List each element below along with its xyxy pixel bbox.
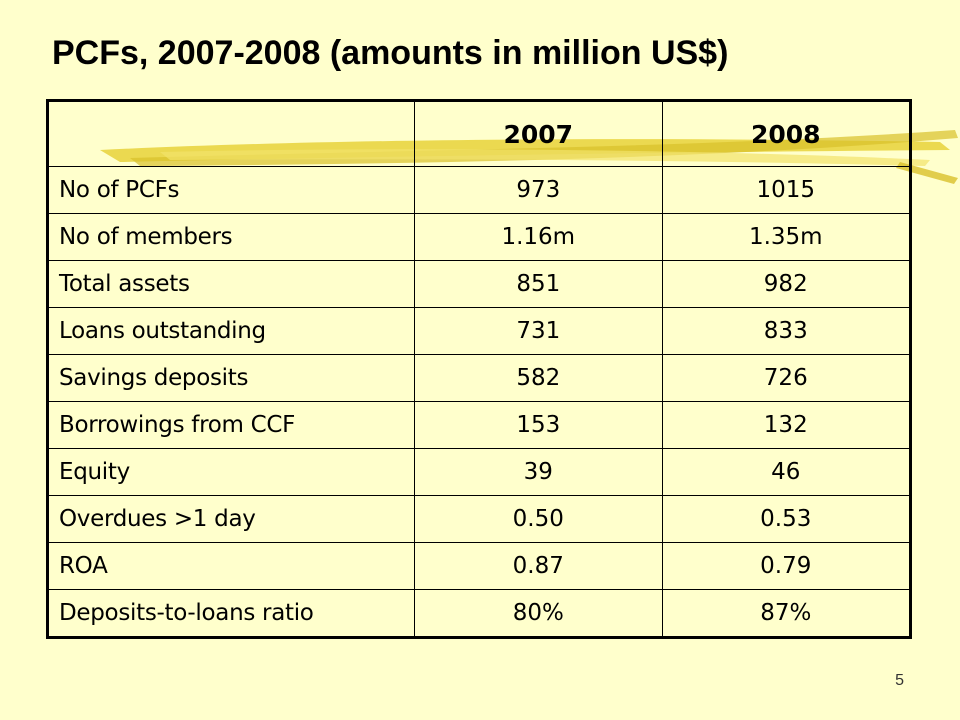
row-label: No of members xyxy=(46,213,416,261)
cell-2007: 80% xyxy=(414,589,663,638)
row-label: Borrowings from CCF xyxy=(46,401,416,449)
cell-2007: 0.50 xyxy=(414,495,663,543)
cell-2007: 0.87 xyxy=(414,542,663,590)
table-row: Total assets 851 982 xyxy=(46,260,912,308)
row-label: No of PCFs xyxy=(46,166,416,214)
cell-2007: 851 xyxy=(414,260,663,308)
cell-2008: 1015 xyxy=(661,166,912,214)
cell-2007: 39 xyxy=(414,448,663,496)
cell-2007: 973 xyxy=(414,166,663,214)
cell-2008: 1.35m xyxy=(661,213,912,261)
table-row: No of PCFs 973 1015 xyxy=(46,166,912,214)
cell-2008: 0.53 xyxy=(661,495,912,543)
cell-2008: 726 xyxy=(661,354,912,402)
table-row: Overdues >1 day 0.50 0.53 xyxy=(46,495,912,543)
cell-2007: 153 xyxy=(414,401,663,449)
column-header-2007: 2007 xyxy=(414,100,663,167)
cell-2008: 46 xyxy=(661,448,912,496)
cell-2008: 833 xyxy=(661,307,912,355)
row-label: Loans outstanding xyxy=(46,307,416,355)
table-row: Borrowings from CCF 153 132 xyxy=(46,401,912,449)
row-label: Equity xyxy=(46,448,416,496)
table-row: Equity 39 46 xyxy=(46,448,912,496)
table-row: Savings deposits 582 726 xyxy=(46,354,912,402)
cell-2008: 982 xyxy=(661,260,912,308)
table-row: No of members 1.16m 1.35m xyxy=(46,213,912,261)
table-row: Loans outstanding 731 833 xyxy=(46,307,912,355)
cell-2007: 582 xyxy=(414,354,663,402)
row-label: Deposits-to-loans ratio xyxy=(46,589,416,638)
column-header-2008: 2008 xyxy=(661,100,912,167)
slide-title: PCFs, 2007-2008 (amounts in million US$) xyxy=(52,34,729,72)
table-row: ROA 0.87 0.79 xyxy=(46,542,912,590)
row-label: Total assets xyxy=(46,260,416,308)
row-label: Overdues >1 day xyxy=(46,495,416,543)
corner-header-cell xyxy=(46,100,416,167)
table-header-row: 2007 2008 xyxy=(46,100,912,167)
cell-2008: 0.79 xyxy=(661,542,912,590)
cell-2008: 132 xyxy=(661,401,912,449)
table-row: Deposits-to-loans ratio 80% 87% xyxy=(46,589,912,638)
cell-2007: 731 xyxy=(414,307,663,355)
page-number: 5 xyxy=(895,672,904,689)
pcf-data-table: 2007 2008 No of PCFs 973 1015 No of memb… xyxy=(46,99,912,639)
row-label: Savings deposits xyxy=(46,354,416,402)
row-label: ROA xyxy=(46,542,416,590)
cell-2007: 1.16m xyxy=(414,213,663,261)
cell-2008: 87% xyxy=(661,589,912,638)
